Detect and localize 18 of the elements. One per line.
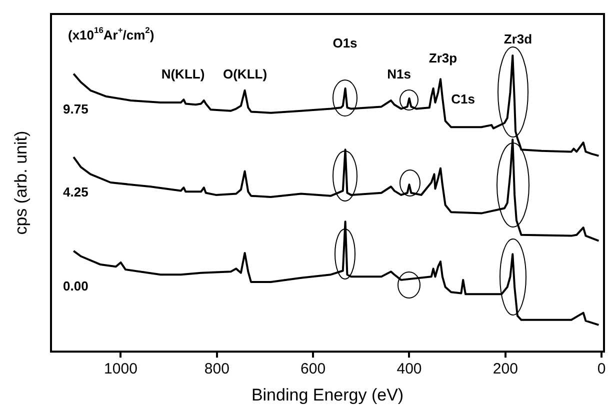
annotation: N1s	[387, 66, 411, 82]
text: Zr3d	[504, 32, 532, 47]
annotation: O(KLL)	[222, 66, 268, 82]
series-label: 9.75	[63, 101, 88, 116]
series-label: 4.25	[63, 184, 88, 200]
x-tick-label: 200	[492, 360, 518, 378]
series-label: 0.00	[63, 278, 88, 294]
x-tick-label: 1000	[104, 360, 138, 378]
text: O1s	[332, 36, 358, 51]
x-axis-title: Binding Energy (eV)	[251, 385, 404, 404]
x-tick-label: 0	[597, 360, 606, 378]
annotation: Zr3p	[428, 50, 458, 66]
annotation: N(KLL)	[161, 66, 205, 82]
annotation: C1s	[451, 92, 475, 107]
x-tick-label: 600	[300, 360, 326, 378]
x-tick-label: 400	[396, 360, 422, 378]
x-tick-label: 800	[204, 360, 230, 378]
y-axis-title: cps (arb. unit)	[12, 130, 31, 235]
